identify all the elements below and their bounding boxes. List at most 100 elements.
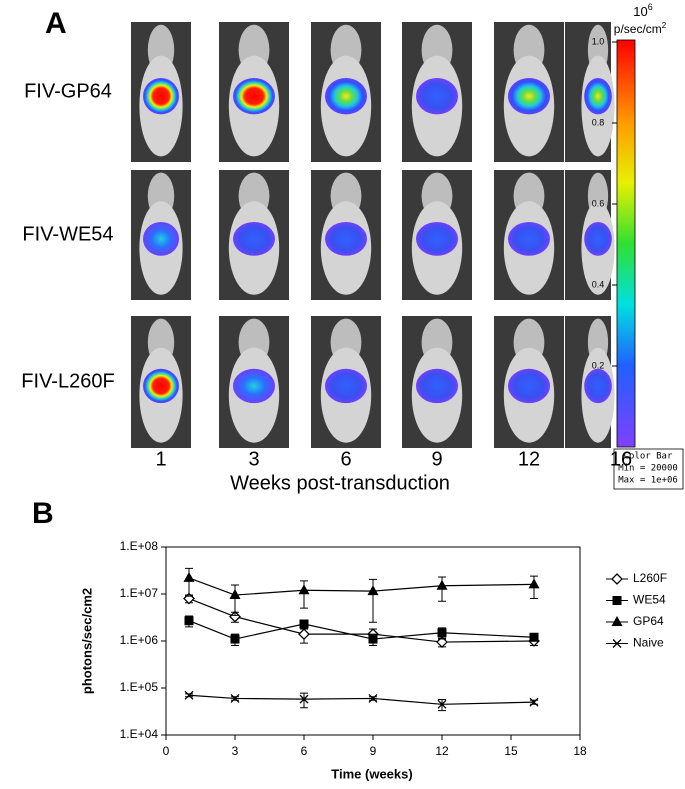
week-label: 16 <box>610 448 632 470</box>
y-tick-label: 1.E+05 <box>120 680 159 694</box>
signal <box>233 78 275 115</box>
y-axis-label: photons/sec/cm2 <box>79 588 94 694</box>
x-tick-label: 6 <box>301 744 308 758</box>
legend-marker <box>611 616 623 626</box>
signal <box>584 222 612 256</box>
mouse-image <box>131 316 191 448</box>
week-label: 6 <box>340 448 351 470</box>
colorbar-caption-box <box>613 448 684 490</box>
colorbar-tick-label: 0.8 <box>592 117 605 127</box>
colorbar-tick-label: 1.0 <box>592 36 605 46</box>
unit-base: 10 <box>633 4 647 19</box>
mouse-image <box>494 316 564 448</box>
mouse-image <box>311 170 381 300</box>
signal <box>325 222 367 256</box>
signal <box>143 78 179 115</box>
signal <box>508 368 550 404</box>
row-label: FIV-GP64 <box>24 80 112 102</box>
marker <box>184 616 194 626</box>
signal <box>416 368 458 404</box>
signal <box>508 78 550 115</box>
legend-marker <box>612 639 622 648</box>
mouse-image <box>131 22 191 162</box>
marker <box>298 584 310 595</box>
signal <box>233 368 275 404</box>
week-label: 12 <box>518 448 540 470</box>
mouse-image <box>402 22 472 162</box>
series-line <box>188 597 535 643</box>
legend-marker <box>612 596 622 605</box>
signal <box>584 78 612 115</box>
marker <box>184 690 194 700</box>
signal <box>325 368 367 404</box>
signal <box>233 222 275 256</box>
marker <box>299 619 309 629</box>
marker <box>529 632 539 642</box>
colorbar <box>616 39 636 448</box>
series-line <box>188 577 535 596</box>
marker <box>230 634 240 644</box>
legend-label: GP64 <box>633 614 664 628</box>
mouse-image <box>311 316 381 448</box>
x-tick-label: 15 <box>504 744 518 758</box>
panel-label: B <box>32 497 54 530</box>
signal <box>508 222 550 256</box>
y-tick-label: 1.E+06 <box>120 633 159 647</box>
mouse-image <box>219 22 289 162</box>
marker <box>528 578 540 589</box>
colorbar-tick-label: 0.2 <box>592 360 605 370</box>
colorbar-tick-label: 0.6 <box>592 198 605 208</box>
mouse-image <box>219 170 289 300</box>
signal <box>325 78 367 115</box>
mouse-image <box>311 22 381 162</box>
marker <box>298 628 310 641</box>
marker <box>437 699 447 709</box>
colorbar-caption: Max = 1e+06 <box>618 476 678 486</box>
signal <box>416 222 458 256</box>
colorbar-caption: Min = 20000 <box>618 464 678 474</box>
x-tick-label: 3 <box>232 744 239 758</box>
signal <box>416 78 458 115</box>
x-axis-label: Time (weeks) <box>331 766 412 781</box>
unit-sup: 2 <box>662 21 667 30</box>
mouse-image <box>494 22 564 162</box>
error-bar <box>300 692 308 709</box>
mouse-image <box>494 170 564 300</box>
week-label: 3 <box>248 448 259 470</box>
signal <box>143 368 179 404</box>
marker <box>229 589 241 600</box>
y-tick-label: 1.E+04 <box>120 727 159 741</box>
mouse-image <box>565 170 615 300</box>
mouse-image <box>219 316 289 448</box>
series-line <box>188 694 535 705</box>
colorbar-caption: Color Bar <box>624 452 673 462</box>
marker <box>230 693 240 703</box>
row-label: FIV-WE54 <box>22 223 113 245</box>
row-label: FIV-L260F <box>21 370 114 392</box>
week-label: 1 <box>155 448 166 470</box>
marker <box>529 697 539 707</box>
panel-label: A <box>45 7 67 40</box>
marker <box>437 628 447 638</box>
y-tick-label: 1.E+07 <box>120 586 159 600</box>
signal <box>584 368 612 404</box>
marker <box>436 579 448 590</box>
mouse-image <box>131 170 191 300</box>
x-tick-label: 9 <box>370 744 377 758</box>
legend-label: WE54 <box>633 593 666 607</box>
marker <box>368 693 378 703</box>
mouse-image <box>565 316 615 448</box>
colorbar-unit: p/sec/cm2 <box>614 21 667 36</box>
colorbar-tick-label: 0.4 <box>592 279 605 289</box>
week-label: 9 <box>431 448 442 470</box>
marker <box>367 585 379 596</box>
mouse-image <box>565 22 615 162</box>
marker <box>368 634 378 644</box>
marker <box>299 694 309 704</box>
marker <box>183 571 195 582</box>
unit-exp: 6 <box>648 2 653 12</box>
y-tick-label: 1.E+08 <box>120 539 159 553</box>
x-tick-label: 18 <box>573 744 587 758</box>
legend-label: Naive <box>633 636 664 650</box>
